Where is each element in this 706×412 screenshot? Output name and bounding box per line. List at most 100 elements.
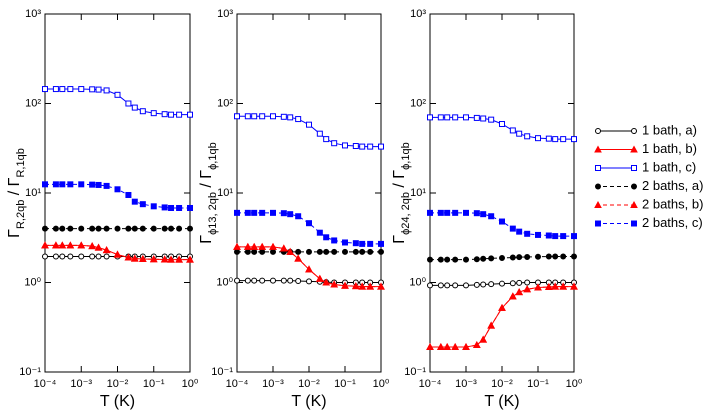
marker — [187, 204, 193, 211]
marker — [131, 104, 138, 111]
marker — [78, 181, 85, 188]
marker — [515, 288, 524, 296]
x-tick-label: 10⁻³ — [70, 378, 92, 390]
marker — [508, 292, 517, 300]
marker — [42, 253, 48, 260]
marker — [270, 113, 276, 120]
marker — [95, 225, 102, 232]
marker — [280, 113, 287, 120]
marker — [359, 248, 366, 255]
marker — [560, 233, 567, 240]
marker — [359, 240, 366, 247]
marker — [377, 282, 385, 290]
marker — [378, 143, 384, 150]
marker — [552, 136, 559, 143]
marker — [452, 256, 459, 263]
marker — [251, 248, 258, 255]
x-tick-label: 10⁻² — [298, 378, 320, 390]
y-tick-label: 10³ — [217, 8, 233, 20]
legend-label: 2 baths, b) — [642, 196, 703, 211]
marker — [358, 282, 367, 290]
marker — [544, 282, 553, 291]
y-tick-label: 10⁰ — [409, 276, 426, 288]
marker — [436, 343, 445, 351]
marker — [452, 282, 459, 289]
marker — [149, 255, 158, 263]
marker — [427, 114, 433, 121]
panel: 10⁻⁴ 10⁻³ 10⁻² 10⁻¹ 10⁰ 10⁻¹ 10⁰ 10¹ 10² 10³ T (K)… — [391, 8, 583, 410]
marker — [58, 241, 67, 249]
marker — [176, 204, 183, 211]
marker — [463, 114, 469, 121]
y-tick-label: 10⁰ — [216, 276, 233, 288]
marker — [451, 343, 460, 351]
marker — [534, 283, 542, 291]
marker — [95, 253, 102, 260]
marker — [437, 282, 444, 289]
marker — [176, 225, 183, 232]
x-axis-label: T (K) — [100, 393, 135, 410]
marker — [462, 343, 470, 351]
marker — [560, 253, 567, 260]
marker — [594, 145, 602, 153]
marker — [234, 113, 240, 120]
marker — [479, 335, 488, 343]
marker — [306, 121, 312, 128]
marker — [594, 200, 602, 208]
marker — [315, 274, 324, 282]
marker — [331, 248, 338, 255]
x-tick-label: 10⁻² — [491, 378, 513, 390]
marker — [259, 277, 266, 284]
marker — [516, 130, 523, 137]
y-tick-label: 10² — [410, 97, 426, 109]
marker — [498, 303, 506, 311]
marker — [67, 181, 74, 188]
marker — [78, 225, 85, 232]
marker — [176, 111, 183, 118]
marker — [269, 242, 277, 250]
marker — [131, 225, 138, 232]
marker — [331, 140, 338, 147]
marker — [499, 218, 505, 225]
marker — [509, 127, 516, 134]
marker — [234, 248, 240, 255]
y-tick-label: 10⁻¹ — [19, 366, 41, 378]
marker — [427, 209, 433, 216]
marker — [631, 128, 637, 134]
y-tick-label: 10² — [25, 97, 41, 109]
y-axis-label: Γϕ13, 2qb / Γϕ,1qb — [198, 142, 219, 243]
marker — [595, 165, 601, 171]
marker — [427, 256, 433, 263]
marker — [499, 254, 505, 261]
marker — [499, 121, 505, 128]
legend-label: 1 bath, b) — [642, 141, 697, 156]
marker — [59, 181, 66, 188]
marker — [323, 248, 330, 255]
y-tick-label: 10² — [217, 97, 233, 109]
marker — [113, 250, 122, 258]
marker — [545, 135, 552, 142]
series-line — [237, 212, 381, 245]
marker — [452, 209, 459, 216]
marker — [524, 279, 531, 286]
marker — [234, 277, 240, 284]
x-axis-label: T (K) — [484, 393, 519, 410]
y-tick-label: 10³ — [410, 8, 426, 20]
marker — [551, 282, 560, 290]
marker — [95, 181, 102, 188]
x-tick-label: 10⁻⁴ — [226, 378, 249, 390]
marker — [114, 225, 121, 232]
marker — [103, 87, 110, 94]
marker — [352, 248, 359, 255]
marker — [286, 247, 295, 255]
marker — [359, 143, 366, 150]
marker — [67, 86, 74, 93]
marker — [52, 241, 60, 249]
x-tick-label: 10⁰ — [566, 378, 583, 390]
y-axis-label: Γϕ24, 2qb / Γϕ,1qb — [391, 142, 412, 243]
marker — [463, 256, 469, 263]
marker — [287, 277, 294, 284]
marker — [552, 233, 559, 240]
marker — [509, 254, 516, 261]
